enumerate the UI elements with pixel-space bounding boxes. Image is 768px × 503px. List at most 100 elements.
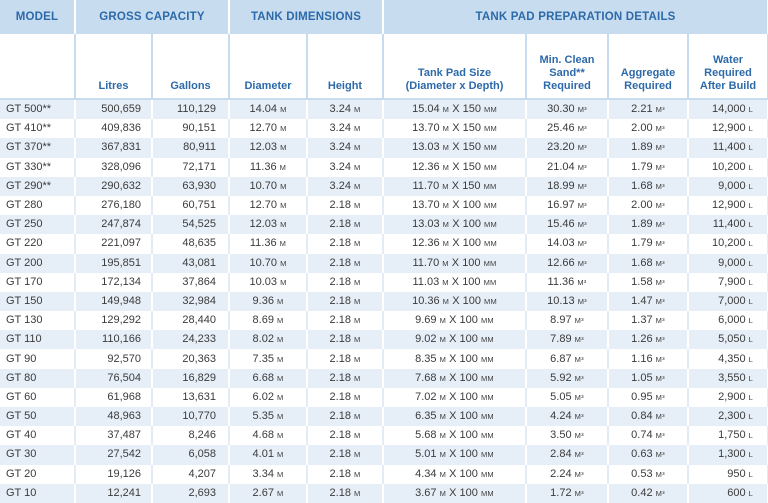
water-value: 2,300: [718, 410, 746, 423]
height-cell: 3.24 M: [307, 176, 384, 196]
cubic-metre-unit: M³: [574, 354, 584, 364]
model-value: GT 60: [6, 390, 37, 403]
water-cell: 11,400 L: [688, 215, 768, 235]
water-cell: 3,550 L: [688, 368, 768, 388]
tank-dimensions-header: TANK DIMENSIONS: [229, 0, 384, 34]
diameter-value: 14.04: [249, 103, 277, 116]
model-value: GT 30: [6, 448, 37, 461]
gallons-cell: 43,081: [152, 253, 230, 273]
height-cell: 2.18 M: [307, 291, 384, 312]
pad-size-cell: 12.36 M X 100 MM: [383, 234, 527, 254]
metre-unit: M: [442, 220, 450, 230]
litres-value: 48,963: [107, 410, 141, 423]
gallons-value: 110,129: [177, 103, 216, 116]
metre-unit: M: [442, 277, 449, 287]
metre-unit: M: [354, 412, 361, 422]
cubic-metre-unit: M³: [655, 201, 665, 211]
gallons-value: 48,635: [182, 237, 216, 250]
diameter-cell: 11.36 M: [229, 157, 308, 177]
metre-unit: M: [439, 450, 447, 460]
height-cell: 2.18 M: [307, 349, 384, 369]
pad-depth-value: 100: [462, 237, 481, 250]
water-cell: 1,750 L: [688, 426, 768, 446]
metre-unit: M: [277, 296, 284, 306]
model-cell: GT 500**: [0, 99, 76, 120]
diameter-value: 12.03: [249, 218, 277, 231]
pad-depth-value: 100: [462, 256, 481, 269]
height-value: 2.18: [329, 256, 351, 269]
litres-value: 409,836: [101, 122, 141, 135]
cubic-metre-unit: M³: [655, 316, 665, 326]
water-value: 1,750: [718, 429, 746, 442]
litres-cell: 12,241: [75, 483, 153, 503]
height-value: 3.24: [329, 141, 351, 154]
pad-depth-value: 150: [462, 179, 481, 192]
metre-unit: M: [354, 239, 361, 249]
diameter-header: Diameter: [229, 34, 308, 100]
litres-cell: 500,659: [75, 99, 153, 120]
table-row: GT 50 48,963 10,770 5.35 M 2.18 M 6.35 M X 10…: [0, 407, 768, 427]
millimetre-unit: MM: [484, 296, 497, 306]
gallons-cell: 90,151: [152, 119, 230, 139]
water-cell: 7,000 L: [688, 291, 768, 312]
litre-unit: L: [748, 277, 754, 287]
litre-unit: L: [748, 201, 754, 211]
metre-unit: M: [354, 450, 361, 460]
sand-value: 10.13: [547, 294, 575, 307]
sand-cell: 14.03 M³: [526, 234, 609, 254]
gallons-cell: 16,829: [152, 368, 230, 388]
water-header: Water Required After Build: [688, 34, 768, 100]
diameter-cell: 12.03 M: [229, 215, 308, 235]
times-sign: X: [452, 218, 460, 231]
water-cell: 950 L: [688, 464, 768, 484]
table-row: GT 370** 367,831 80,911 12.03 M 3.24 M 13.03 …: [0, 138, 768, 158]
table-row: GT 20 19,126 4,207 3.34 M 2.18 M 4.34 M X 100…: [0, 464, 768, 484]
times-sign: X: [449, 410, 457, 423]
water-value: 10,200: [711, 160, 746, 173]
times-sign: X: [449, 467, 457, 480]
pad-diameter-value: 13.03: [412, 218, 440, 231]
pad-size-cell: 3.67 M X 100 MM: [383, 483, 527, 503]
diameter-cell: 5.35 M: [229, 407, 308, 427]
height-cell: 3.24 M: [307, 99, 384, 120]
height-cell: 2.18 M: [307, 387, 384, 407]
aggregate-value: 1.68: [631, 256, 653, 269]
aggregate-cell: 0.53 M³: [608, 464, 689, 484]
metre-unit: M: [442, 105, 450, 115]
pad-diameter-value: 13.70: [412, 122, 440, 135]
sand-cell: 1.72 M³: [526, 483, 609, 503]
metre-unit: M: [354, 335, 361, 345]
gallons-cell: 24,233: [152, 330, 230, 350]
height-cell: 2.18 M: [307, 426, 384, 446]
height-value: 2.18: [329, 333, 351, 346]
metre-unit: M: [354, 488, 361, 498]
millimetre-unit: MM: [480, 392, 494, 402]
metre-unit: M: [442, 296, 450, 306]
sand-cell: 2.24 M³: [526, 464, 609, 484]
water-value: 5,050: [718, 333, 746, 346]
aggregate-cell: 1.89 M³: [608, 215, 689, 235]
metre-unit: M: [354, 431, 361, 441]
millimetre-unit: MM: [480, 412, 494, 422]
cubic-metre-unit: M³: [574, 450, 584, 460]
cubic-metre-unit: M³: [577, 220, 587, 230]
pad-diameter-value: 7.68: [415, 371, 437, 384]
cubic-metre-unit: M³: [655, 354, 665, 364]
aggregate-value: 1.79: [631, 160, 653, 173]
height-cell: 2.18 M: [307, 215, 384, 235]
metre-unit: M: [277, 488, 284, 498]
sand-value: 5.92: [550, 371, 572, 384]
pad-diameter-value: 8.35: [415, 352, 437, 365]
water-value: 7,900: [718, 275, 746, 288]
height-cell: 2.18 M: [307, 272, 384, 292]
metre-unit: M: [354, 124, 361, 134]
cubic-metre-unit: M³: [577, 296, 587, 306]
water-value: 1,300: [718, 448, 746, 461]
litre-unit: L: [748, 373, 754, 383]
water-value: 11,400: [712, 218, 746, 231]
water-value: 4,350: [718, 352, 746, 365]
water-value: 9,000: [718, 179, 746, 192]
water-cell: 9,000 L: [688, 253, 768, 273]
height-cell: 3.24 M: [307, 138, 384, 158]
water-value: 11,400: [712, 141, 746, 154]
